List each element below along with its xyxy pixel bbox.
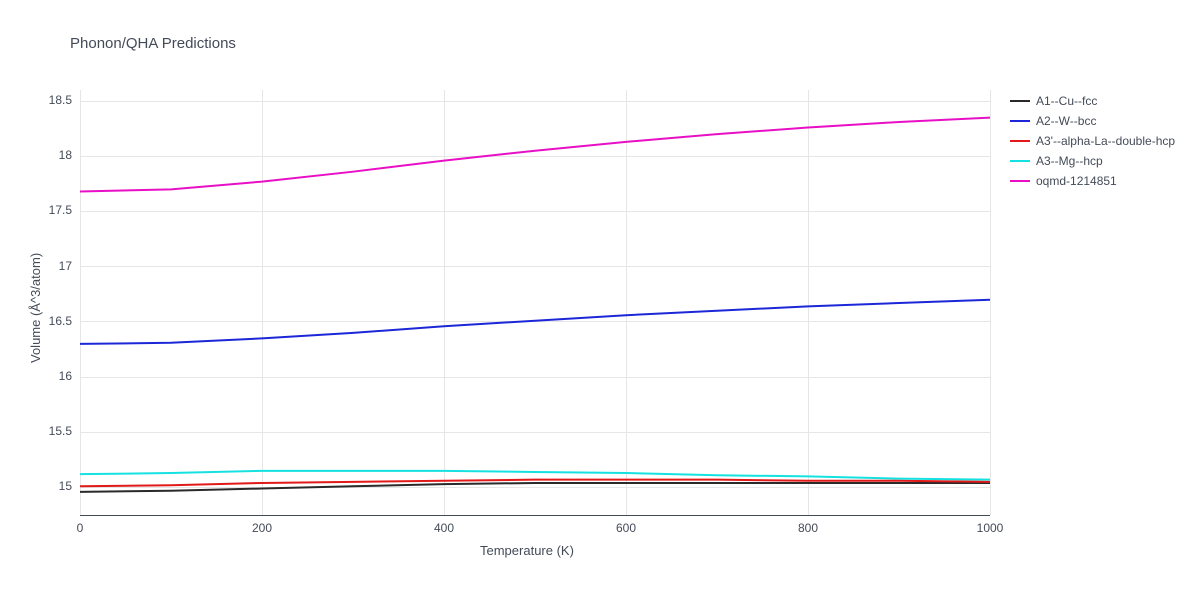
legend-swatch [1010, 120, 1030, 122]
legend-item[interactable]: oqmd-1214851 [1010, 172, 1175, 190]
legend-item[interactable]: A1--Cu--fcc [1010, 92, 1175, 110]
legend-label: oqmd-1214851 [1036, 174, 1117, 188]
y-axis-title: Volume (Å^3/atom) [28, 252, 43, 362]
legend-swatch [1010, 100, 1030, 102]
legend-swatch [1010, 180, 1030, 182]
legend-item[interactable]: A3'--alpha-La--double-hcp [1010, 132, 1175, 150]
series-lines [0, 0, 1200, 600]
legend-label: A1--Cu--fcc [1036, 94, 1097, 108]
legend-label: A2--W--bcc [1036, 114, 1096, 128]
series-line [80, 118, 990, 192]
x-axis-title: Temperature (K) [480, 543, 574, 558]
legend: A1--Cu--fcc A2--W--bcc A3'--alpha-La--doub… [1010, 92, 1175, 192]
series-line [80, 471, 990, 480]
chart-container: Phonon/QHA Predictions 1515.51616.51717.… [0, 0, 1200, 600]
legend-swatch [1010, 160, 1030, 162]
legend-label: A3'--alpha-La--double-hcp [1036, 134, 1175, 148]
legend-item[interactable]: A2--W--bcc [1010, 112, 1175, 130]
legend-swatch [1010, 140, 1030, 142]
legend-item[interactable]: A3--Mg--hcp [1010, 152, 1175, 170]
legend-label: A3--Mg--hcp [1036, 154, 1103, 168]
series-line [80, 300, 990, 344]
